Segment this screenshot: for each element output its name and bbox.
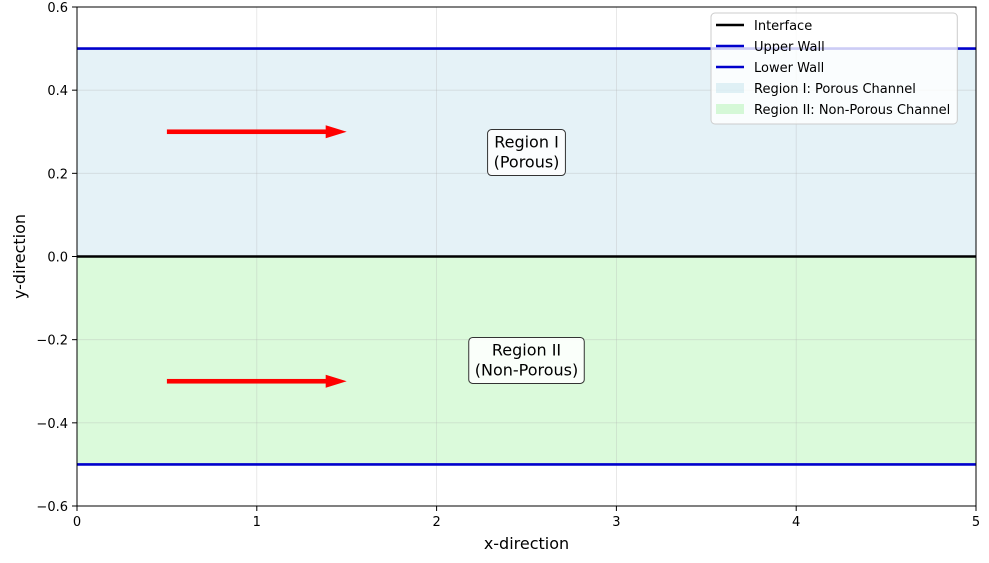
legend-label: Region II: Non-Porous Channel — [754, 103, 950, 118]
flow-arrow-head — [325, 374, 347, 388]
x-tick-label: 0 — [73, 515, 81, 530]
region-annotations: Region I(Porous) Region II(Non-Porous) — [468, 129, 585, 384]
flow-arrow-2 — [166, 374, 347, 388]
flow-arrows — [166, 125, 347, 388]
x-tick-label: 2 — [432, 515, 440, 530]
y-tick-label: −0.2 — [36, 334, 68, 349]
y-tick-label: −0.4 — [36, 417, 68, 432]
x-tick-label: 5 — [972, 515, 980, 530]
flow-arrow-shaft — [166, 129, 327, 135]
annotation-text: Region I — [494, 133, 559, 152]
legend-label: Interface — [754, 19, 812, 34]
legend-swatch-patch — [716, 83, 744, 93]
legend-label: Region I: Porous Channel — [754, 82, 916, 97]
annotation-text: Region II — [492, 340, 561, 359]
x-axis: 0 1 2 3 4 5 — [73, 506, 980, 530]
flow-arrow-1 — [166, 125, 347, 139]
legend-label: Lower Wall — [754, 61, 824, 76]
y-tick-label: 0.4 — [47, 84, 68, 99]
y-tick-label: 0.0 — [47, 251, 68, 266]
annotation-text: (Non-Porous) — [475, 360, 579, 379]
x-axis-label: x-direction — [484, 534, 569, 553]
y-axis-label: y-direction — [10, 214, 29, 299]
legend-item-lower-wall: Lower Wall — [716, 61, 824, 76]
y-tick-label: −0.6 — [36, 500, 68, 515]
y-axis: −0.6 −0.4 −0.2 0.0 0.2 0.4 0.6 — [36, 1, 77, 515]
legend-item-upper-wall: Upper Wall — [716, 40, 825, 55]
legend-box — [710, 12, 958, 125]
x-tick-label: 4 — [792, 515, 800, 530]
annotation-text: (Porous) — [494, 153, 560, 172]
y-tick-label: 0.6 — [47, 1, 68, 16]
x-tick-label: 3 — [612, 515, 620, 530]
region-annotation-2: Region II(Non-Porous) — [468, 336, 585, 384]
legend: Interface Upper Wall Lower Wall Region I: P… — [710, 12, 958, 125]
annotation-box — [487, 129, 566, 177]
legend-swatch-patch — [716, 104, 744, 114]
legend-item-interface: Interface — [716, 19, 812, 34]
region-annotation-1: Region I(Porous) — [487, 129, 566, 177]
flow-arrow-head — [325, 125, 347, 139]
y-tick-label: 0.2 — [47, 167, 68, 182]
flow-arrow-shaft — [166, 378, 327, 384]
annotation-box — [468, 336, 585, 384]
legend-item-region-i-porous-channel: Region I: Porous Channel — [716, 82, 916, 97]
legend-item-region-ii-non-porous-channel: Region II: Non-Porous Channel — [716, 103, 950, 118]
x-tick-label: 1 — [253, 515, 261, 530]
legend-label: Upper Wall — [754, 40, 825, 55]
